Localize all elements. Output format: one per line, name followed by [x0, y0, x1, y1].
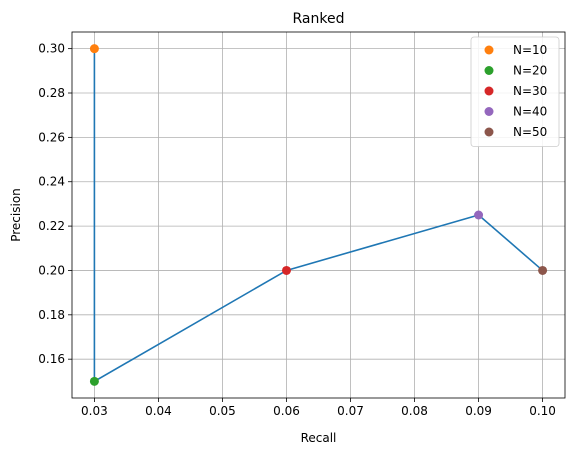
legend-marker — [484, 45, 494, 55]
x-tick-label: 0.07 — [337, 404, 364, 418]
x-tick-label: 0.10 — [529, 404, 556, 418]
ticks: 0.03 0.04 0.05 0.06 0.07 0.08 0.09 0.10 0.16 0.18… — [38, 42, 556, 418]
legend-marker — [484, 86, 494, 96]
legend-label: N=30 — [513, 84, 547, 98]
legend-marker — [484, 107, 494, 116]
y-tick-label: 0.24 — [38, 175, 65, 189]
y-tick-label: 0.30 — [38, 42, 65, 56]
legend-marker — [484, 66, 494, 75]
y-tick-label: 0.18 — [38, 308, 65, 322]
x-tick-label: 0.06 — [273, 404, 300, 418]
data-point-n-50 — [538, 265, 548, 275]
x-tick-label: 0.04 — [145, 404, 172, 418]
legend-label: N=50 — [513, 125, 547, 139]
y-axis-label: Precision — [9, 188, 23, 242]
legend-label: N=10 — [513, 43, 547, 57]
y-tick-label: 0.16 — [38, 352, 65, 366]
legend-label: N=20 — [513, 64, 547, 78]
x-tick-label: 0.05 — [209, 404, 236, 418]
y-tick-label: 0.28 — [38, 86, 65, 100]
x-tick-label: 0.08 — [401, 404, 428, 418]
x-tick-label: 0.03 — [81, 404, 108, 418]
axes-frame — [71, 31, 566, 399]
data-point-n-40 — [474, 210, 484, 220]
data-point-n-10 — [89, 44, 99, 54]
data-point-n-30 — [281, 265, 291, 275]
y-tick-label: 0.26 — [38, 130, 65, 144]
y-tick-label: 0.20 — [38, 263, 65, 277]
y-tick-label: 0.22 — [38, 219, 65, 233]
plot-area — [89, 44, 548, 386]
legend: N=10 N=20 N=30 N=40 N=50 — [470, 36, 560, 147]
x-axis-label: Recall — [301, 431, 337, 445]
legend-label: N=40 — [513, 105, 547, 119]
x-tick-label: 0.09 — [465, 404, 492, 418]
data-point-n-20 — [89, 376, 99, 386]
legend-box — [470, 36, 560, 147]
legend-marker — [484, 127, 494, 137]
chart-title: Ranked — [293, 11, 345, 27]
